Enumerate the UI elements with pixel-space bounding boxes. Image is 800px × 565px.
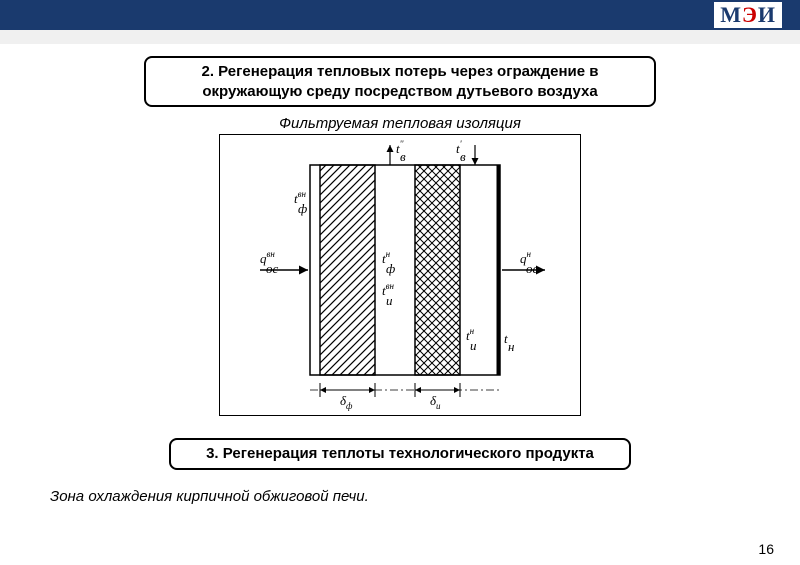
- logo: МЭИ: [714, 2, 782, 28]
- svg-text:в: в: [400, 149, 406, 164]
- section-3-box: 3. Регенерация теплоты технологического …: [169, 438, 631, 470]
- svg-text:ос: ос: [526, 261, 539, 276]
- caption: Фильтруемая тепловая изоляция: [40, 115, 760, 132]
- svg-text:н: н: [508, 339, 514, 354]
- svg-text:в: в: [460, 149, 466, 164]
- content: 2. Регенерация тепловых потерь через огр…: [0, 44, 800, 474]
- svg-text:ос: ос: [266, 261, 279, 276]
- section-3-text: 3. Регенерация теплоты технологического …: [206, 445, 594, 462]
- page-number: 16: [758, 541, 774, 557]
- svg-text:ф: ф: [298, 201, 307, 216]
- logo-i: И: [758, 2, 776, 27]
- section-2-box: 2. Регенерация тепловых потерь через огр…: [144, 56, 656, 107]
- logo-e: Э: [742, 2, 758, 27]
- diagram: qвн ос qн ос tвн ф tн ф tвн и tн и t'' в…: [219, 134, 581, 416]
- section-2-line2: окружающую среду посредством дутьевого в…: [202, 83, 597, 100]
- svg-text:δи: δи: [430, 393, 441, 411]
- logo-m: М: [720, 2, 742, 27]
- svg-text:δф: δф: [340, 393, 353, 411]
- header-bar: МЭИ: [0, 0, 800, 30]
- subtitle: Зона охлаждения кирпичной обжиговой печи…: [50, 488, 800, 505]
- gray-bar: [0, 30, 800, 44]
- svg-text:ф: ф: [386, 261, 395, 276]
- svg-text:и: и: [386, 293, 393, 308]
- svg-text:и: и: [470, 338, 477, 353]
- section-2-line1: 2. Регенерация тепловых потерь через огр…: [202, 63, 599, 80]
